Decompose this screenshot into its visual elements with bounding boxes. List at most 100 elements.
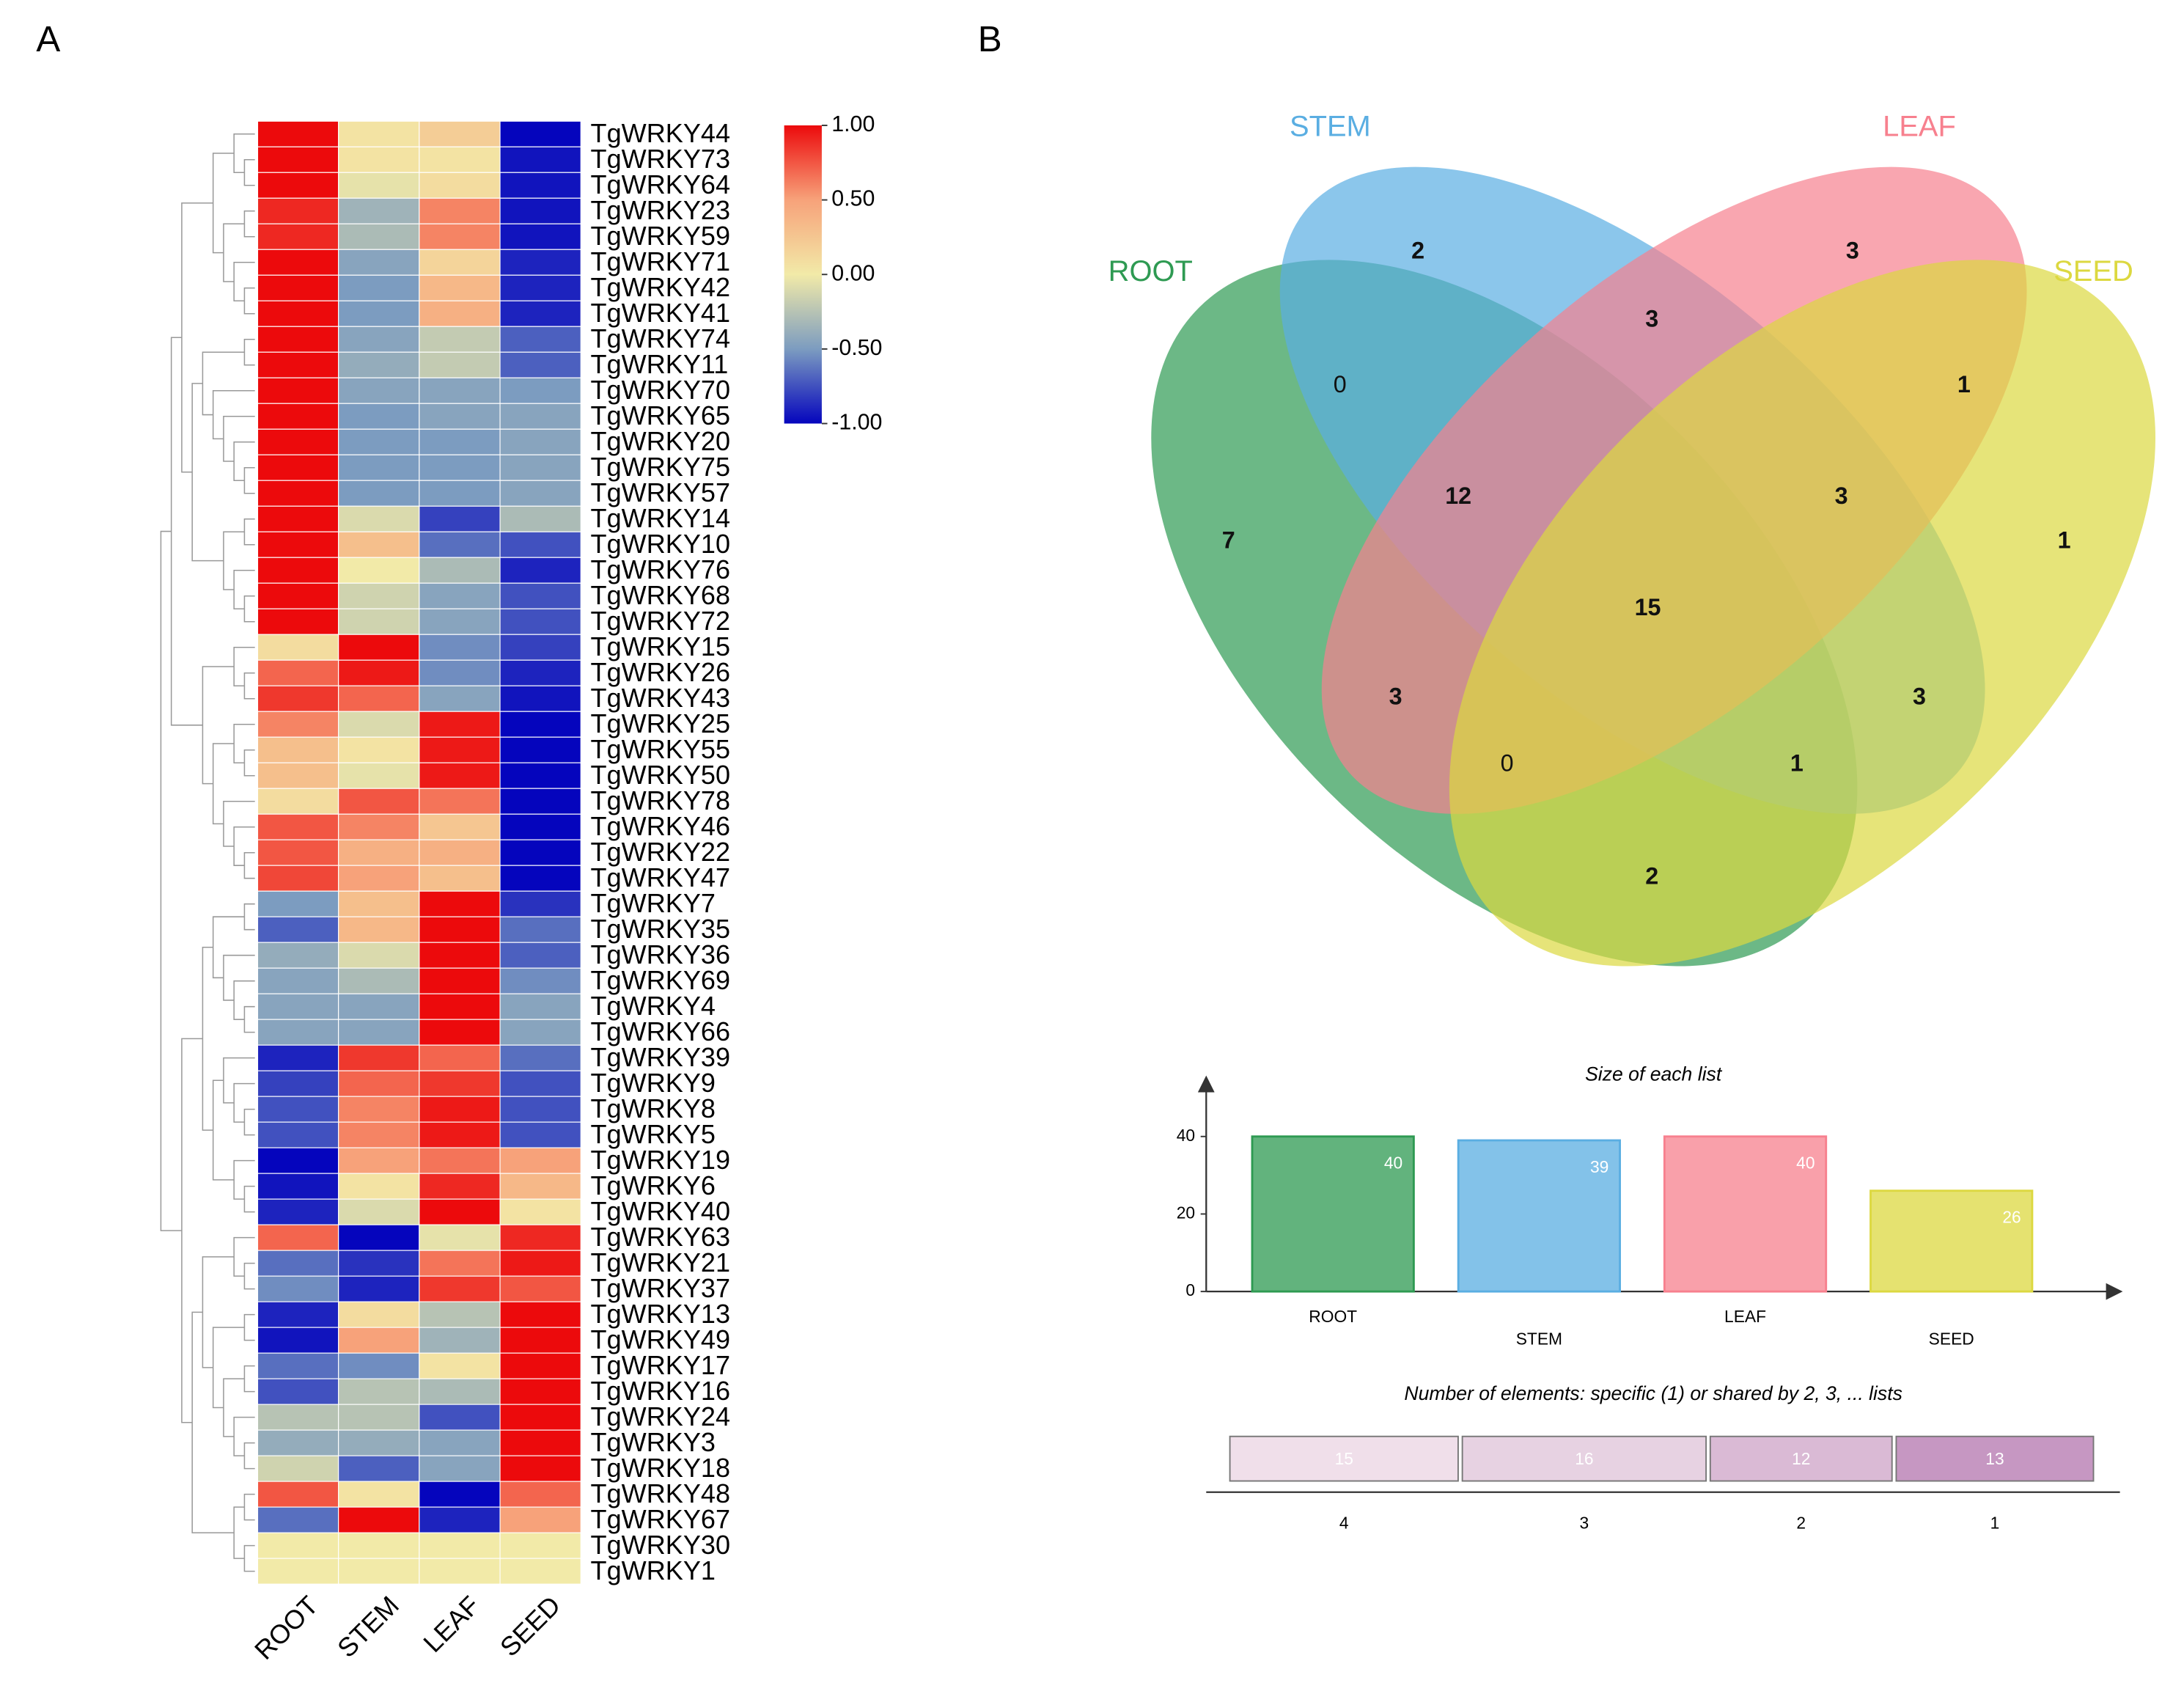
heatmap-cell — [257, 659, 339, 686]
heatmap-cell — [419, 1506, 501, 1533]
row-label: TgWRKY72 — [591, 606, 730, 636]
heatmap-cell — [338, 967, 420, 994]
heatmap-cell — [338, 1429, 420, 1456]
heatmap-cell — [338, 531, 420, 558]
row-label: TgWRKY14 — [591, 503, 730, 533]
heatmap-cell — [257, 1429, 339, 1456]
heatmap-cell — [419, 711, 501, 738]
x-tick-label: 4 — [1339, 1513, 1349, 1532]
dendrogram-branch — [243, 1544, 255, 1572]
heatmap-cell — [499, 788, 581, 815]
dendrogram-branch — [243, 1365, 255, 1393]
venn-count: 1 — [1790, 750, 1804, 777]
heatmap-cell — [419, 172, 501, 199]
heatmap-cell — [499, 223, 581, 250]
heatmap-cell — [499, 1198, 581, 1225]
heatmap-cell — [499, 1096, 581, 1123]
heatmap-cell — [338, 1147, 420, 1174]
heatmap-cell — [338, 1224, 420, 1251]
row-label: TgWRKY75 — [591, 452, 730, 482]
row-label: TgWRKY4 — [591, 991, 716, 1021]
heatmap-cell — [338, 1327, 420, 1354]
heatmap-cell — [419, 1532, 501, 1559]
x-tick-label: STEM — [1516, 1330, 1562, 1349]
heatmap-cell — [419, 1044, 501, 1071]
heatmap-cell — [499, 197, 581, 224]
venn-set-label: SEED — [2054, 255, 2133, 287]
heatmap-cell — [419, 993, 501, 1020]
heatmap-cell — [419, 685, 501, 712]
heatmap-cell — [257, 1327, 339, 1354]
heatmap-cell — [338, 762, 420, 789]
dendrogram-branch — [212, 916, 245, 979]
heatmap-cell — [257, 1250, 339, 1277]
heatmap-cell — [338, 1352, 420, 1379]
heatmap-cell — [257, 146, 339, 173]
row-label: TgWRKY63 — [591, 1222, 730, 1252]
heatmap-cell — [338, 1121, 420, 1148]
heatmap-cell — [419, 557, 501, 584]
heatmap-cell — [499, 813, 581, 840]
heatmap-cell — [257, 505, 339, 532]
dendrogram-branch — [170, 337, 203, 726]
heatmap-cell — [419, 1096, 501, 1123]
venn-set-label: LEAF — [1883, 110, 1956, 142]
heatmap-cell — [338, 839, 420, 866]
row-label: TgWRKY50 — [591, 760, 730, 790]
bar-segment — [1709, 1435, 1893, 1482]
row-label: TgWRKY3 — [591, 1427, 716, 1457]
heatmap-cell — [257, 1352, 339, 1379]
heatmap-cell — [499, 967, 581, 994]
dendrogram-branch — [243, 1442, 255, 1470]
heatmap-cell — [338, 942, 420, 969]
heatmap-cell — [257, 634, 339, 661]
heatmap-cell — [419, 942, 501, 969]
heatmap-cell — [419, 634, 501, 661]
heatmap-cell — [338, 788, 420, 815]
venn-count: 3 — [1913, 683, 1926, 709]
bar-value-label: 40 — [1796, 1154, 1815, 1173]
heatmap-cell — [499, 1275, 581, 1302]
heatmap-cell — [338, 1481, 420, 1508]
row-label: TgWRKY11 — [591, 349, 729, 379]
venn-count: 2 — [1645, 862, 1658, 889]
heatmap-cell — [499, 146, 581, 173]
heatmap-cell — [419, 1558, 501, 1585]
row-label: TgWRKY65 — [591, 400, 730, 430]
heatmap-cell — [419, 403, 501, 430]
heatmap-cell — [257, 557, 339, 584]
heatmap-cell — [257, 916, 339, 943]
heatmap-cell — [338, 865, 420, 892]
heatmap-cell — [419, 1429, 501, 1456]
y-tick-label: 40 — [1177, 1126, 1195, 1145]
column-label: STEM — [331, 1590, 405, 1663]
row-label: TgWRKY9 — [591, 1068, 716, 1098]
row-label: TgWRKY5 — [591, 1119, 716, 1149]
row-label: TgWRKY78 — [591, 785, 730, 815]
bar — [1869, 1189, 2034, 1293]
heatmap-cell — [338, 326, 420, 353]
heatmap-cell — [419, 1301, 501, 1328]
heatmap-cell — [419, 1070, 501, 1097]
heatmap-cell — [257, 1121, 339, 1148]
heatmap-cell — [419, 351, 501, 378]
row-label: TgWRKY73 — [591, 144, 730, 174]
dendrogram-branch — [223, 954, 255, 1001]
venn-count: 3 — [1389, 683, 1402, 709]
heatmap-cell — [499, 1558, 581, 1585]
heatmap-cell — [257, 865, 339, 892]
row-label: TgWRKY46 — [591, 811, 730, 841]
heatmap-cell — [338, 659, 420, 686]
heatmap-cell — [257, 762, 339, 789]
row-label: TgWRKY69 — [591, 965, 730, 995]
heatmap-cell — [257, 1558, 339, 1585]
row-label: TgWRKY66 — [591, 1016, 730, 1046]
row-label: TgWRKY6 — [591, 1170, 716, 1200]
venn-count: 3 — [1645, 305, 1658, 331]
dendrogram-branch — [202, 351, 245, 416]
row-label: TgWRKY24 — [591, 1401, 730, 1431]
row-label: TgWRKY20 — [591, 426, 730, 456]
heatmap-cell — [499, 326, 581, 353]
heatmap-cell — [338, 582, 420, 609]
